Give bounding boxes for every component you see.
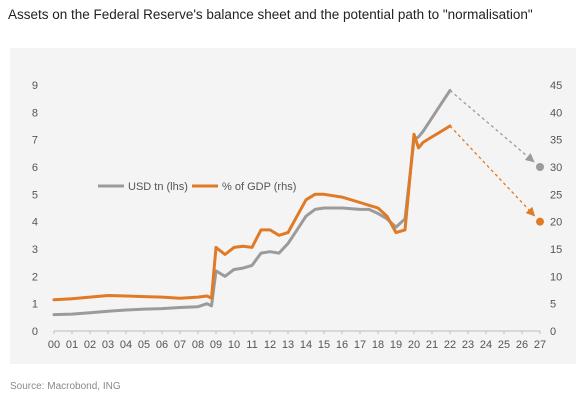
x-tick-label: 06 — [156, 339, 168, 351]
right-tick-label: 40 — [550, 107, 562, 119]
right-tick-label: 5 — [550, 299, 556, 311]
x-tick-label: 00 — [48, 339, 60, 351]
left-tick-label: 9 — [32, 80, 38, 92]
x-tick-label: 14 — [300, 339, 312, 351]
x-tick-label: 02 — [84, 339, 96, 351]
right-tick-label: 20 — [550, 217, 562, 229]
series-line — [52, 89, 452, 317]
x-tick-label: 16 — [336, 339, 348, 351]
left-tick-label: 2 — [32, 271, 38, 283]
x-tick-label: 18 — [372, 339, 384, 351]
chart-title: Assets on the Federal Reserve's balance … — [8, 7, 533, 22]
right-tick-label: 30 — [550, 162, 562, 174]
x-tick-label: 12 — [264, 339, 276, 351]
left-tick-label: 8 — [32, 107, 38, 119]
left-tick-label: 7 — [32, 135, 38, 147]
projection-point — [536, 217, 544, 226]
x-tick-label: 25 — [498, 339, 510, 351]
x-tick-label: 03 — [102, 339, 114, 351]
right-axis: 0 5 10 15 20 25 30 35 40 45 — [550, 80, 562, 338]
x-tick-label: 19 — [390, 339, 402, 351]
right-tick-label: 45 — [550, 80, 562, 92]
x-tick-label: 13 — [282, 339, 294, 351]
x-tick-label: 09 — [210, 339, 222, 351]
x-tick-label: 04 — [120, 339, 132, 351]
x-tick-label: 11 — [246, 339, 257, 351]
x-tick-label: 21 — [426, 339, 438, 351]
projection-arrow — [449, 125, 536, 217]
legend-label: % of GDP (rhs) — [222, 181, 296, 193]
left-tick-label: 1 — [32, 299, 38, 311]
left-tick-label: 5 — [32, 189, 38, 201]
source-note: Source: Macrobond, ING — [10, 381, 121, 392]
x-tick-label: 17 — [354, 339, 366, 351]
x-tick-label: 01 — [66, 339, 78, 351]
left-tick-label: 3 — [32, 244, 38, 256]
projection-point — [536, 163, 544, 171]
legend-label: USD tn (lhs) — [128, 181, 188, 193]
left-tick-label: 4 — [32, 217, 38, 229]
series-line — [52, 124, 452, 302]
x-tick-label: 22 — [444, 339, 456, 351]
x-tick-label: 07 — [174, 339, 186, 351]
x-tick-label: 15 — [318, 339, 330, 351]
x-tick-label: 23 — [462, 339, 474, 351]
right-tick-label: 25 — [550, 189, 562, 201]
x-tick-label: 08 — [192, 339, 204, 351]
legend: USD tn (lhs) % of GDP (rhs) — [98, 181, 296, 193]
left-tick-label: 0 — [32, 326, 38, 338]
right-tick-label: 10 — [550, 271, 562, 283]
series-lines — [52, 89, 452, 317]
projection-arrow — [449, 89, 535, 163]
right-tick-label: 15 — [550, 244, 562, 256]
x-axis: 00 01 02 03 04 05 06 07 08 09 10 11 12 13 14 15 16 17 18 19… — [48, 330, 546, 351]
x-tick-label: 20 — [408, 339, 420, 351]
x-tick-label: 10 — [228, 339, 240, 351]
left-axis: 0 1 2 3 4 5 6 7 8 9 — [32, 80, 38, 338]
x-tick-label: 27 — [534, 339, 546, 351]
x-tick-label: 26 — [516, 339, 528, 351]
left-tick-label: 6 — [32, 162, 38, 174]
right-tick-label: 0 — [550, 326, 556, 338]
projections — [449, 89, 544, 226]
x-tick-label: 05 — [138, 339, 150, 351]
x-tick-label: 24 — [480, 339, 492, 351]
right-tick-label: 35 — [550, 135, 562, 147]
